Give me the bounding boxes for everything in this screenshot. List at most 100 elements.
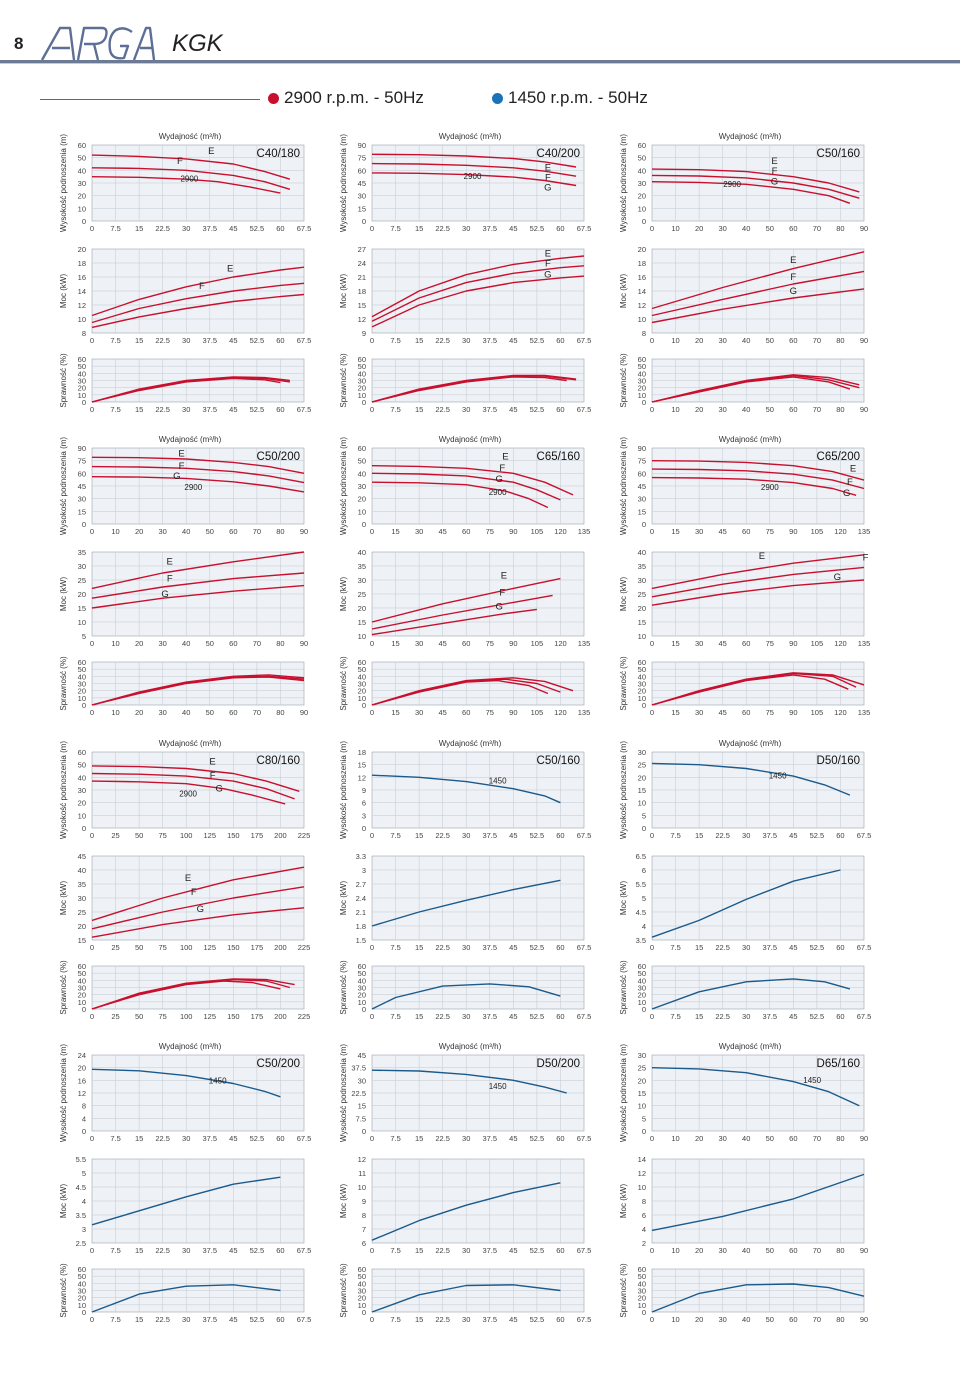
x-tick-label: 0 [90, 336, 94, 345]
y-tick-label: 20 [638, 1076, 646, 1085]
y-tick-label: 10 [638, 315, 646, 324]
y-tick-label: 30 [638, 984, 646, 993]
x-tick-label: 90 [860, 336, 868, 345]
series-line-E [371, 153, 577, 168]
x-tick-label: 15 [415, 831, 423, 840]
x-tick-label: 30 [182, 1134, 190, 1143]
y-tick-label: 60 [358, 444, 366, 453]
x-tick-label: 45 [438, 527, 446, 536]
x-tick-label: 20 [135, 708, 143, 717]
power-panel: 3.5 4 4.5 5 5.5 6 6.5 0 7.5 15 22.5 30 37.5 45 52.5 60 6… [619, 852, 871, 952]
y-tick-label: 60 [78, 1265, 86, 1274]
x-tick-label: 40 [182, 639, 190, 648]
y-tick-label: 12 [78, 1089, 86, 1098]
x-tick-label: 0 [650, 831, 654, 840]
x-tick-label: 60 [462, 708, 470, 717]
y-tick-label: 25 [78, 908, 86, 917]
x-tick-label: 15 [415, 336, 423, 345]
x-tick-label: 30 [462, 1012, 470, 1021]
series-line [651, 1173, 865, 1232]
y-tick-label: 60 [78, 355, 86, 364]
y-tick-label: 40 [78, 672, 86, 681]
series-line [91, 1176, 281, 1226]
curve-label: G [216, 783, 223, 794]
x-tick-label: 45 [509, 943, 517, 952]
y-tick-label: 4.5 [76, 1183, 86, 1192]
curve-label: 2900 [180, 175, 198, 184]
x-tick-label: 45 [718, 527, 726, 536]
x-tick-label: 37.5 [482, 336, 497, 345]
chart-title: D65/160 [817, 1058, 860, 1070]
x-tick-label: 15 [695, 1012, 703, 1021]
y-tick-label: 10 [78, 391, 86, 400]
x-tick-label: 0 [370, 639, 374, 648]
y-tick-label: 20 [78, 192, 86, 201]
x-tick-label: 30 [158, 708, 166, 717]
x-tick-label: 75 [158, 1012, 166, 1021]
x-tick-label: 60 [556, 1012, 564, 1021]
x-tick-label: 100 [180, 831, 193, 840]
head-axis-label: Wysokość podnoszenia (m) [339, 134, 348, 233]
head-panel: 0 4 8 12 16 20 24 0 7.5 15 22.5 30 37.5 45 52.5 60 67.5 1… [59, 1044, 311, 1143]
y-tick-label: 30 [638, 495, 646, 504]
x-tick-label: 30 [718, 336, 726, 345]
x-tick-label: 30 [742, 943, 750, 952]
y-tick-label: 0 [362, 1005, 366, 1014]
x-tick-label: 67.5 [577, 405, 592, 414]
eff-axis-label: Sprawność (%) [59, 960, 68, 1015]
x-tick-label: 175 [251, 943, 264, 952]
curve-label: F [499, 463, 505, 474]
y-tick-label: 10 [78, 998, 86, 1007]
y-tick-label: 50 [638, 362, 646, 371]
x-tick-label: 10 [671, 1315, 679, 1324]
x-tick-label: 45 [229, 224, 237, 233]
y-tick-label: 14 [638, 1155, 646, 1164]
curve-label: E [209, 757, 215, 768]
x-tick-label: 80 [836, 1134, 844, 1143]
y-tick-label: 0 [642, 520, 646, 529]
y-tick-label: 12 [358, 773, 366, 782]
head-panel: 0 15 30 45 60 75 90 0 10 20 30 40 50 60 70 80 90 EFG 2900 W… [59, 437, 308, 536]
y-tick-label: 75 [638, 457, 646, 466]
x-tick-label: 0 [370, 405, 374, 414]
chart-title: C65/160 [537, 451, 580, 463]
curve-label: 2900 [761, 483, 779, 492]
series-line-E [91, 266, 305, 317]
x-tick-label: 120 [554, 639, 567, 648]
y-tick-label: 0 [82, 1005, 86, 1014]
y-tick-label: 40 [358, 672, 366, 681]
x-tick-label: 45 [229, 1134, 237, 1143]
curve-label: 1450 [489, 777, 507, 786]
legend-rule [40, 99, 260, 100]
x-tick-label: 20 [695, 1315, 703, 1324]
series-line-E [371, 577, 561, 623]
x-tick-label: 90 [509, 708, 517, 717]
series-line-E [651, 460, 865, 481]
y-tick-label: 10 [78, 694, 86, 703]
flow-axis-label: Wydajność (m³/h) [719, 739, 782, 748]
x-tick-label: 22.5 [155, 1246, 170, 1255]
series-line-F [651, 566, 865, 598]
y-tick-label: 20 [638, 192, 646, 201]
flow-axis-label: Wydajność (m³/h) [439, 132, 502, 141]
page-number: 8 [14, 34, 24, 53]
head-panel: 0 5 10 15 20 25 30 0 7.5 15 22.5 30 37.5 45 52.5 60 67.5… [619, 741, 871, 840]
y-tick-label: 18 [358, 287, 366, 296]
y-tick-label: 30 [638, 179, 646, 188]
x-tick-label: 60 [229, 708, 237, 717]
x-tick-label: 45 [789, 943, 797, 952]
x-tick-label: 80 [836, 1315, 844, 1324]
y-tick-label: 60 [78, 469, 86, 478]
x-tick-label: 52.5 [810, 943, 825, 952]
power-panel: 8 10 12 14 16 18 20 0 7.5 15 22.5 30 37.5 45 52.5 60 67.… [59, 245, 311, 345]
x-tick-label: 0 [650, 224, 654, 233]
x-tick-label: 50 [206, 639, 214, 648]
eff-axis-label: Sprawność (%) [619, 1263, 628, 1318]
flow-axis-label: Wydajność (m³/h) [439, 739, 502, 748]
chart-title: C80/160 [257, 755, 300, 767]
